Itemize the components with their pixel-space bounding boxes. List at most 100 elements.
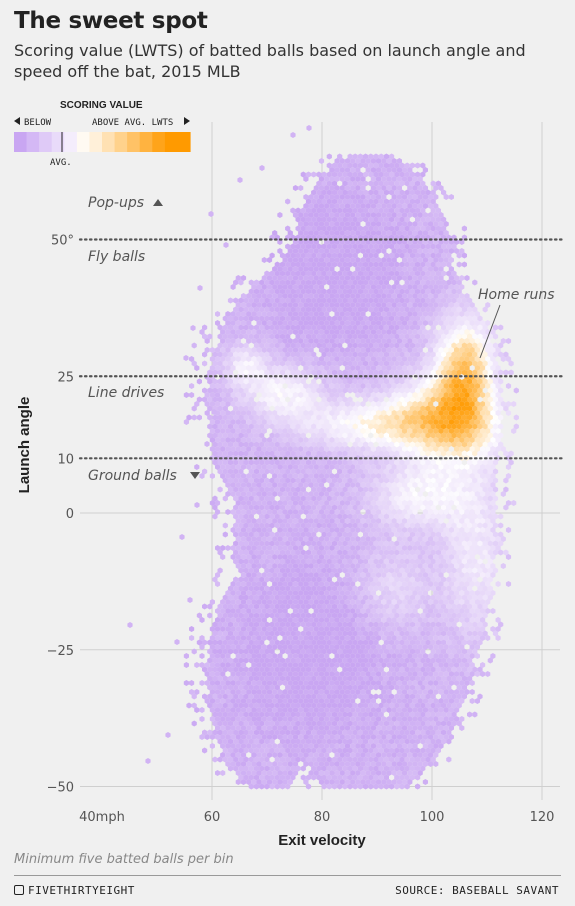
hex-bin xyxy=(264,369,270,376)
hex-bin xyxy=(378,207,384,214)
hex-bin xyxy=(240,311,247,317)
hex-bin xyxy=(370,365,376,371)
hex-bin xyxy=(420,396,426,403)
hex-bin xyxy=(274,333,280,340)
hex-bin xyxy=(287,257,293,263)
hex-bin xyxy=(269,288,275,295)
hex-bin xyxy=(368,315,374,322)
hex-bin xyxy=(441,225,447,232)
hex-bin xyxy=(373,261,379,268)
hex-bin xyxy=(391,185,397,191)
hex-bin xyxy=(339,338,345,344)
hex-bin xyxy=(365,266,371,272)
hex-bin xyxy=(394,288,400,295)
hex-bin xyxy=(404,225,410,232)
hex-bin xyxy=(248,306,254,313)
hex-bin xyxy=(485,365,491,371)
hex-bin xyxy=(274,297,280,304)
hex-bin xyxy=(350,230,356,236)
hex-bin xyxy=(318,338,325,344)
hex-bin xyxy=(240,356,247,362)
hex-bin xyxy=(428,320,434,326)
hex-bin xyxy=(412,212,418,218)
hex-bin xyxy=(305,369,312,376)
hex-bin xyxy=(251,293,257,299)
hex-bin xyxy=(365,392,371,398)
hex-bin xyxy=(420,297,426,304)
hex-bin xyxy=(357,162,363,169)
hex-bin xyxy=(204,338,210,344)
hex-bin xyxy=(352,189,358,196)
hex-bin xyxy=(253,333,260,340)
hex-bin xyxy=(373,189,379,196)
hex-bin xyxy=(337,198,343,205)
hex-bin xyxy=(381,212,387,218)
hex-bin xyxy=(394,225,400,232)
hex-bin xyxy=(438,230,444,236)
hex-bin xyxy=(303,356,309,362)
hex-bin xyxy=(282,356,288,362)
hex-bin xyxy=(287,392,293,398)
hex-bin xyxy=(264,279,270,286)
hex-bin xyxy=(443,230,449,236)
hex-bin xyxy=(389,288,395,295)
hex-bin xyxy=(339,356,345,362)
hex-bin xyxy=(407,302,413,308)
hex-bin xyxy=(360,158,366,164)
hex-bin xyxy=(259,306,265,313)
hex-bin xyxy=(394,324,400,331)
hex-bin xyxy=(409,207,415,214)
hex-bin xyxy=(290,306,296,313)
hex-bin xyxy=(357,297,363,304)
hex-bin xyxy=(316,324,322,331)
hex-bin xyxy=(399,378,405,385)
hex-bin xyxy=(331,189,338,196)
hex-bin xyxy=(220,356,226,362)
hex-bin xyxy=(404,288,410,295)
hex-bin xyxy=(225,329,231,335)
hex-bin xyxy=(235,365,241,371)
hex-bin xyxy=(368,252,374,259)
hex-bin xyxy=(443,221,449,227)
hex-bin xyxy=(259,315,265,322)
hex-bin xyxy=(246,383,252,389)
hex-bin xyxy=(376,383,382,389)
hex-bin xyxy=(420,270,426,277)
hex-bin xyxy=(425,216,431,223)
hex-bin xyxy=(376,284,382,290)
hex-bin xyxy=(461,261,467,268)
hex-bin xyxy=(238,351,244,358)
hex-bin xyxy=(243,333,249,340)
hex-bin xyxy=(334,392,340,398)
hex-bin xyxy=(355,284,361,290)
hex-bin xyxy=(443,356,449,362)
hex-bin xyxy=(355,266,361,272)
hex-bin xyxy=(386,392,392,398)
hex-bin xyxy=(389,171,395,178)
legend-swatch xyxy=(51,132,65,152)
hex-bin xyxy=(472,396,478,403)
hex-bin xyxy=(404,387,410,394)
hex-bin xyxy=(433,230,439,236)
hex-bin xyxy=(389,324,395,331)
hex-bin xyxy=(251,356,257,362)
hex-bin xyxy=(422,311,428,317)
hex-bin xyxy=(264,396,270,403)
legend-swatch xyxy=(89,132,103,152)
hex-bin xyxy=(316,198,322,205)
hex-bin xyxy=(303,347,309,353)
hex-bin xyxy=(246,392,252,398)
hex-bin xyxy=(399,360,405,367)
hex-bin xyxy=(269,270,275,277)
hex-bin xyxy=(324,302,330,308)
hex-bin xyxy=(454,347,460,353)
hex-bin xyxy=(253,315,260,322)
hex-bin xyxy=(363,297,369,304)
hex-bin xyxy=(443,248,449,254)
hex-bin xyxy=(474,311,480,317)
hex-bin xyxy=(352,342,358,349)
hex-bin xyxy=(222,333,228,340)
hex-bin xyxy=(342,306,348,313)
hex-bin xyxy=(298,302,304,308)
hex-bin xyxy=(331,378,338,385)
